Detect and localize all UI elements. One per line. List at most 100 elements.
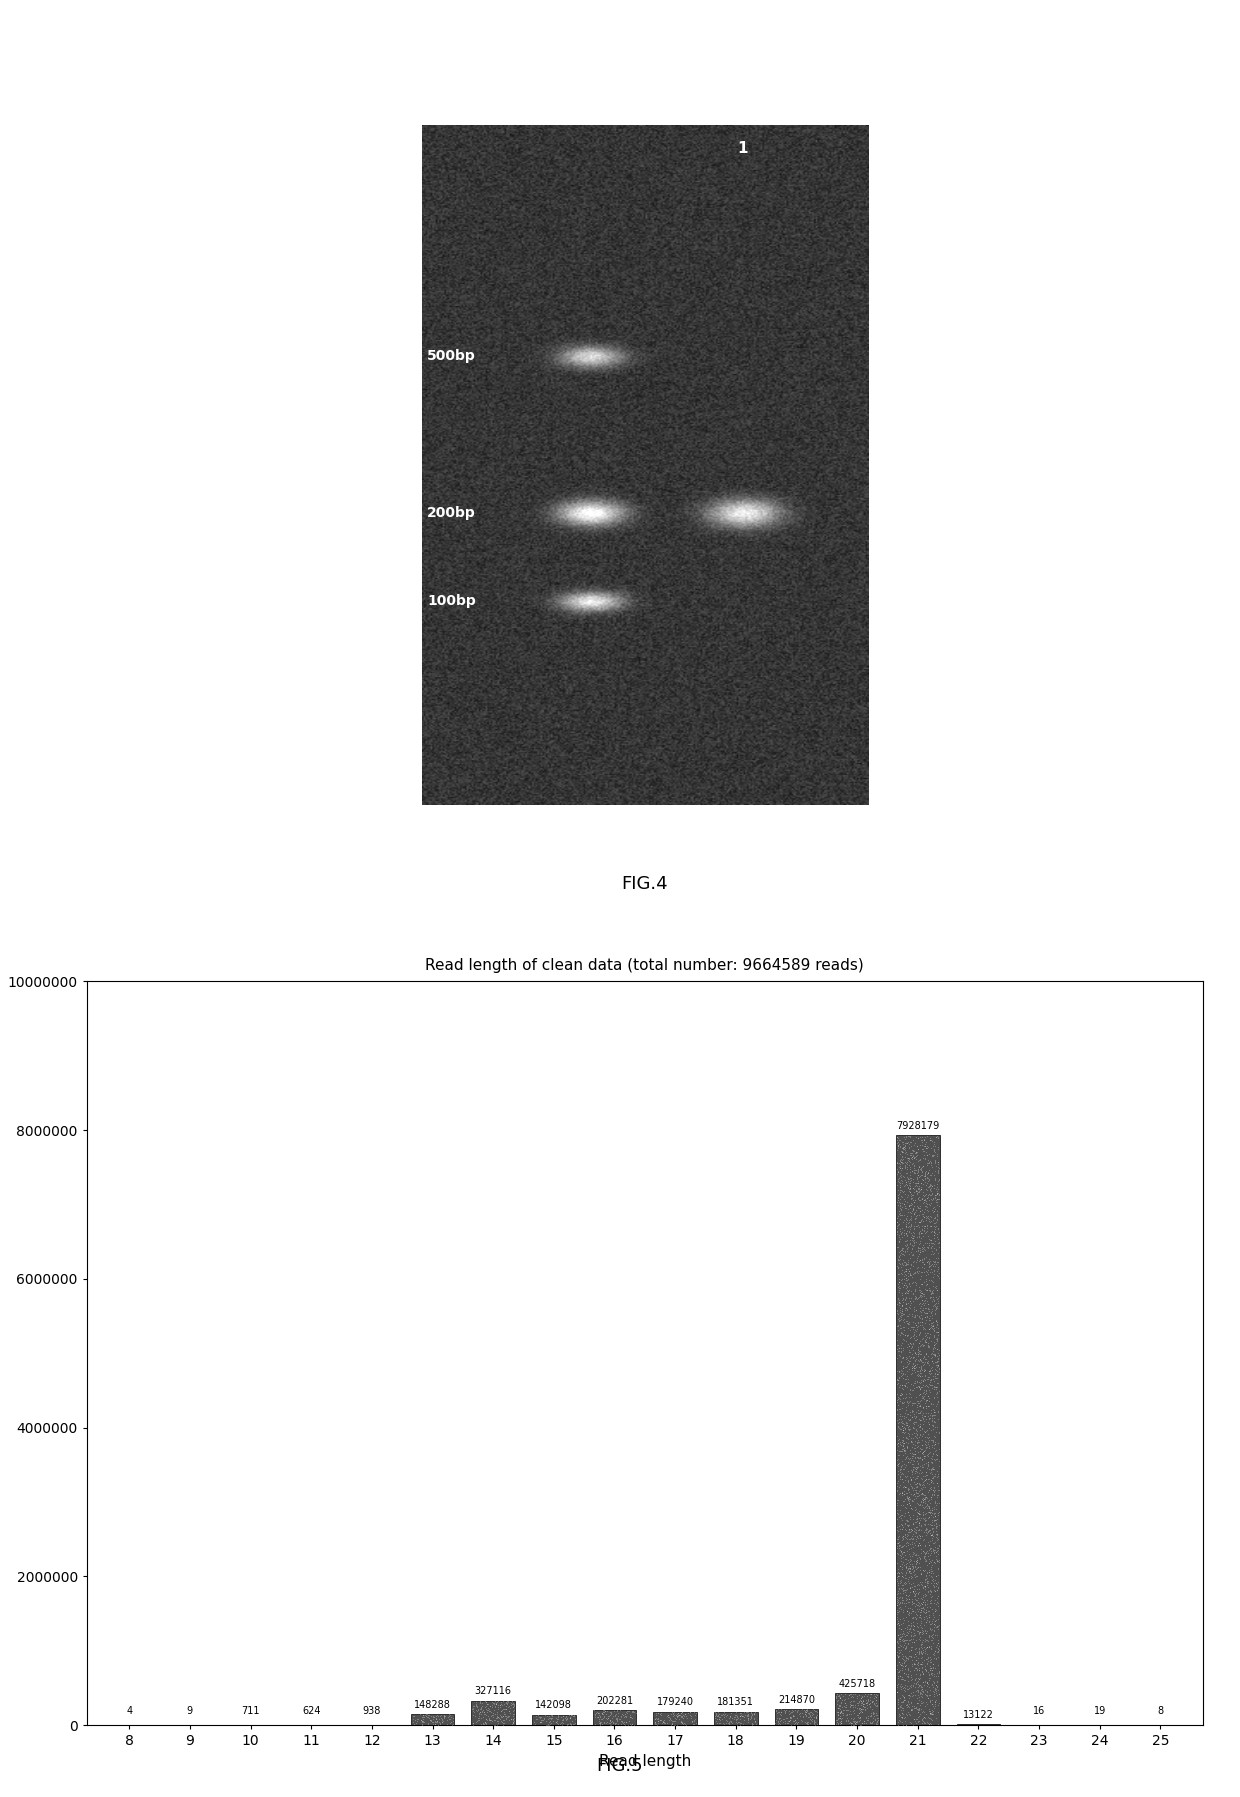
Point (908, 1387, 928, 1416)
Point (899, 1484, 919, 1513)
Point (680, 1698, 699, 1727)
Point (928, 1382, 947, 1411)
Point (898, 1675, 918, 1704)
Point (466, 1689, 486, 1718)
Point (898, 1511, 918, 1540)
Point (919, 1470, 939, 1499)
Point (893, 1571, 913, 1599)
Point (914, 1556, 934, 1585)
Point (649, 1707, 668, 1736)
Point (924, 1508, 944, 1536)
Point (908, 1655, 928, 1684)
Point (489, 1702, 508, 1731)
Point (908, 1432, 928, 1461)
Point (894, 1200, 914, 1229)
Point (921, 1172, 941, 1200)
Point (784, 1700, 804, 1729)
Point (918, 1373, 937, 1402)
Point (898, 1364, 918, 1393)
Point (502, 1689, 522, 1718)
Point (887, 1251, 906, 1279)
Point (897, 1348, 916, 1377)
Point (804, 1696, 823, 1725)
Point (890, 1553, 910, 1581)
Point (893, 1551, 913, 1580)
Point (897, 1585, 916, 1614)
Point (806, 1704, 826, 1732)
Point (911, 1373, 931, 1402)
Point (895, 1353, 915, 1382)
Point (909, 1236, 929, 1265)
Point (686, 1698, 706, 1727)
Point (901, 1235, 921, 1263)
Point (905, 1540, 925, 1569)
Point (776, 1704, 796, 1732)
Point (918, 1423, 937, 1452)
Point (921, 1148, 941, 1177)
Point (900, 1375, 920, 1403)
Point (432, 1709, 451, 1738)
Point (887, 1405, 906, 1434)
Point (906, 1601, 926, 1630)
Point (926, 1175, 946, 1204)
Point (889, 1152, 909, 1181)
Point (889, 1502, 909, 1531)
Point (899, 1680, 919, 1709)
Point (888, 1299, 908, 1328)
Point (780, 1702, 800, 1731)
Point (897, 1290, 916, 1319)
Point (924, 1337, 944, 1366)
Point (909, 1624, 929, 1653)
Point (925, 1549, 945, 1578)
Point (888, 1312, 908, 1341)
Point (894, 1270, 914, 1299)
Point (920, 1587, 940, 1616)
Point (918, 1465, 937, 1493)
Point (905, 1389, 925, 1418)
Point (918, 1364, 937, 1393)
Point (918, 1247, 937, 1276)
Point (900, 1209, 920, 1238)
Point (897, 1483, 916, 1511)
Point (918, 1222, 937, 1251)
Point (898, 1346, 918, 1375)
Point (921, 1468, 941, 1497)
Point (531, 1707, 551, 1736)
Point (914, 1344, 934, 1373)
Point (711, 1705, 730, 1734)
Point (893, 1619, 913, 1648)
Point (924, 1430, 944, 1459)
Point (900, 1447, 920, 1475)
Point (915, 1285, 935, 1314)
Point (910, 1434, 930, 1463)
Point (779, 1700, 799, 1729)
Point (928, 1188, 947, 1217)
Point (903, 1353, 923, 1382)
Point (906, 1269, 926, 1297)
Point (929, 1447, 949, 1475)
Point (919, 1497, 939, 1526)
Point (915, 1655, 935, 1684)
Point (857, 1691, 877, 1720)
Point (895, 1666, 915, 1695)
Point (906, 1141, 926, 1170)
Point (898, 1154, 918, 1182)
Point (904, 1554, 924, 1583)
Point (894, 1409, 914, 1438)
Point (904, 1155, 924, 1184)
Point (807, 1700, 827, 1729)
Point (620, 1702, 640, 1731)
Point (908, 1448, 928, 1477)
Point (901, 1651, 921, 1680)
Point (923, 1276, 942, 1305)
Point (929, 1154, 949, 1182)
Point (898, 1278, 918, 1306)
Point (905, 1409, 925, 1438)
Point (892, 1655, 911, 1684)
Point (480, 1691, 500, 1720)
Point (531, 1707, 551, 1736)
Point (900, 1515, 920, 1544)
Point (888, 1409, 908, 1438)
Bar (775, 1709, 818, 1725)
Point (645, 1705, 665, 1734)
